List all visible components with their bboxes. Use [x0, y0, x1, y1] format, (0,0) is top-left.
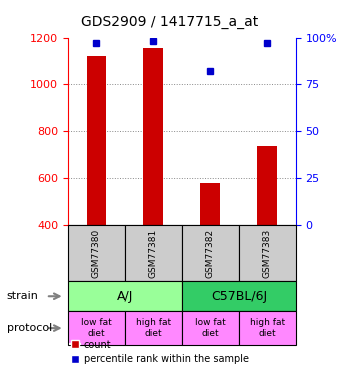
- Text: high fat
diet: high fat diet: [250, 318, 285, 338]
- Text: high fat
diet: high fat diet: [136, 318, 171, 338]
- Bar: [239, 225, 296, 281]
- Text: GSM77383: GSM77383: [263, 228, 272, 278]
- Bar: [257, 147, 277, 225]
- Text: strain: strain: [7, 291, 39, 301]
- Bar: [182, 225, 239, 281]
- Bar: [68, 225, 125, 281]
- Bar: [200, 183, 220, 225]
- Bar: [143, 48, 164, 225]
- Text: GSM77381: GSM77381: [149, 228, 158, 278]
- Bar: [68, 281, 182, 311]
- Text: GSM77380: GSM77380: [92, 228, 101, 278]
- Legend: count, percentile rank within the sample: count, percentile rank within the sample: [66, 336, 252, 368]
- Bar: [182, 281, 296, 311]
- Bar: [239, 311, 296, 345]
- Bar: [182, 311, 239, 345]
- Text: GDS2909 / 1417715_a_at: GDS2909 / 1417715_a_at: [81, 15, 259, 29]
- Text: low fat
diet: low fat diet: [81, 318, 112, 338]
- Bar: [86, 56, 106, 225]
- Bar: [125, 225, 182, 281]
- Bar: [68, 311, 125, 345]
- Text: protocol: protocol: [7, 323, 52, 333]
- Text: C57BL/6J: C57BL/6J: [211, 290, 267, 303]
- Text: A/J: A/J: [117, 290, 133, 303]
- Text: GSM77382: GSM77382: [206, 228, 215, 278]
- Bar: [125, 311, 182, 345]
- Text: low fat
diet: low fat diet: [195, 318, 226, 338]
